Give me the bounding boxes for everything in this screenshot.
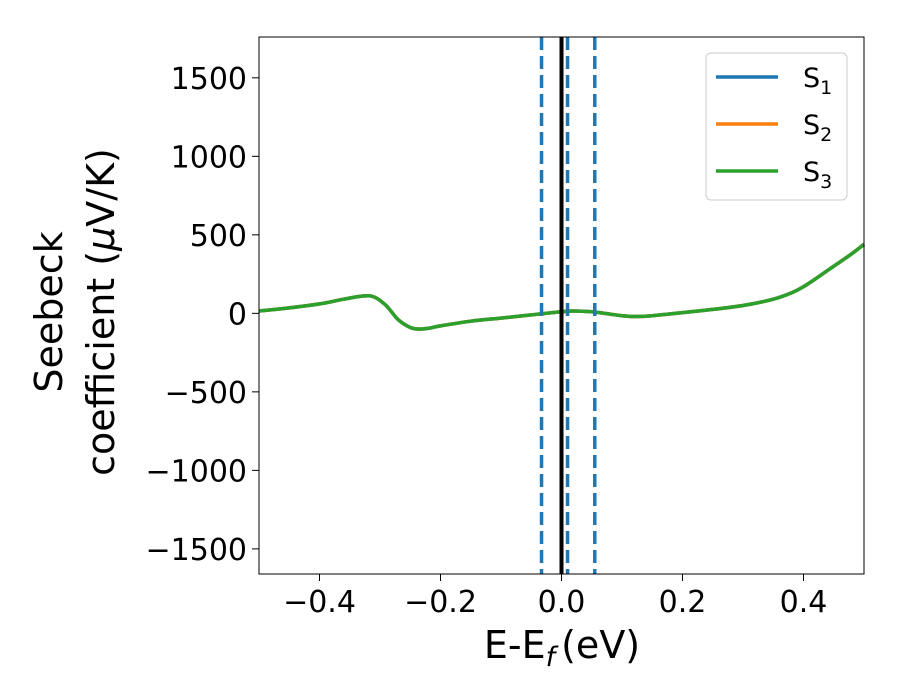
x-tick-label: −0.4 xyxy=(283,585,356,620)
y-axis-title-line1: Seebeck xyxy=(27,231,71,392)
legend-label-S1: S1 xyxy=(803,63,832,99)
y-axis-title-line2: coefficient (μV/K) xyxy=(79,148,123,476)
y-tick-label: 0 xyxy=(228,297,247,332)
vertical-lines xyxy=(539,37,597,574)
y-axis: −1500 −1000 −500 0 500 1000 1500 xyxy=(146,62,259,568)
y-tick-label: 500 xyxy=(190,219,247,254)
legend: S1 S2 S3 xyxy=(705,52,848,201)
legend-box xyxy=(705,52,848,201)
x-tick-label: 0.4 xyxy=(780,585,828,620)
plot-area xyxy=(258,36,866,575)
y-axis-title: Seebeck coefficient (μV/K) xyxy=(27,148,123,476)
x-tick-label: 0.0 xyxy=(538,585,586,620)
legend-label-S3: S3 xyxy=(803,157,832,193)
legend-label-S2: S2 xyxy=(803,110,832,146)
y-tick-label: 1500 xyxy=(171,62,247,97)
y-tick-label: −1500 xyxy=(146,533,247,568)
x-axis-title: E-Ef (eV) xyxy=(484,623,640,673)
x-axis: −0.4 −0.2 0.0 0.2 0.4 xyxy=(283,574,827,620)
x-tick-label: −0.2 xyxy=(404,585,477,620)
y-tick-label: −1000 xyxy=(146,454,247,489)
y-tick-label: −500 xyxy=(165,376,247,411)
y-tick-label: 1000 xyxy=(171,140,247,175)
x-tick-label: 0.2 xyxy=(659,585,707,620)
